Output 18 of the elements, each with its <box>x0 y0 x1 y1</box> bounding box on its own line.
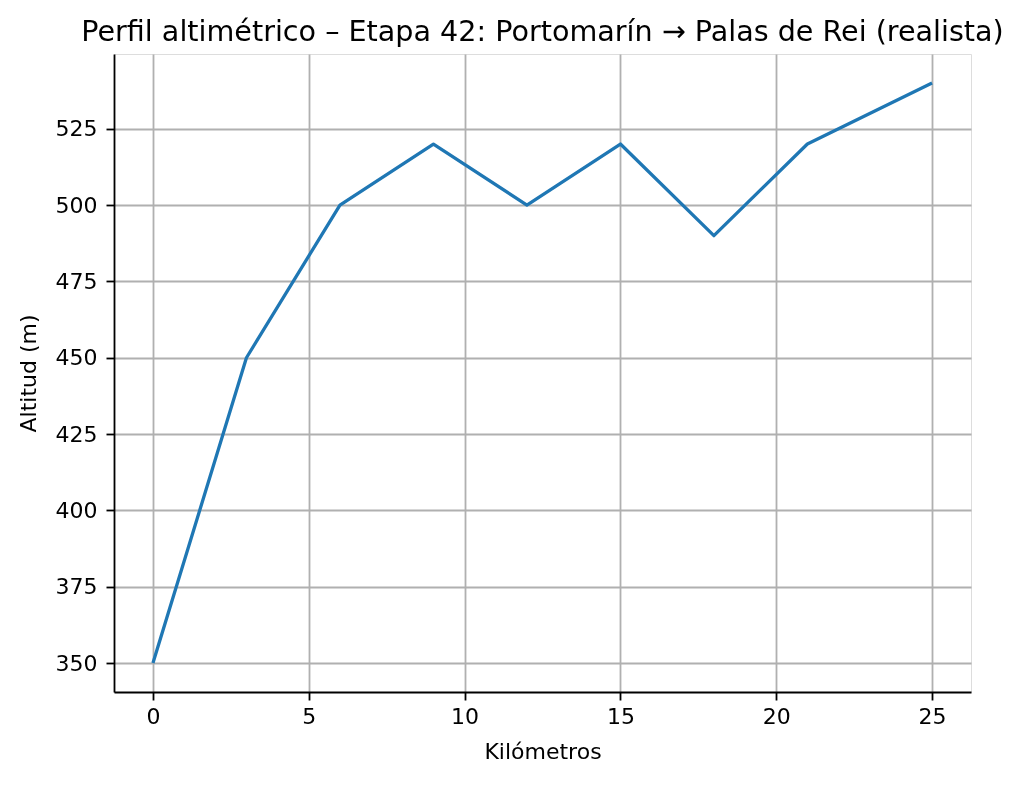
x-tick-label: 10 <box>451 703 480 729</box>
x-tick-label: 15 <box>606 703 635 729</box>
y-axis-title: Altitud (m) <box>15 314 41 433</box>
y-tick-label: 425 <box>55 421 98 447</box>
x-tick-label: 0 <box>146 703 161 729</box>
y-tick-label: 400 <box>55 497 98 523</box>
y-tick-label: 375 <box>55 574 98 600</box>
y-tick-label: 450 <box>55 345 98 371</box>
line-series <box>151 81 934 665</box>
y-tick-label: 350 <box>55 650 98 676</box>
x-tick-label: 5 <box>302 703 317 729</box>
y-tick-label: 475 <box>55 268 98 294</box>
chart-title: Perfil altimétrico – Etapa 42: Portomarín → Palas de Rei (realista) <box>81 14 1004 49</box>
x-tick-label: 20 <box>762 703 791 729</box>
y-tick-label: 525 <box>55 116 98 142</box>
y-tick-label: 500 <box>55 192 98 218</box>
x-axis-title: Kilómetros <box>484 738 602 764</box>
x-tick-label: 25 <box>918 703 947 729</box>
